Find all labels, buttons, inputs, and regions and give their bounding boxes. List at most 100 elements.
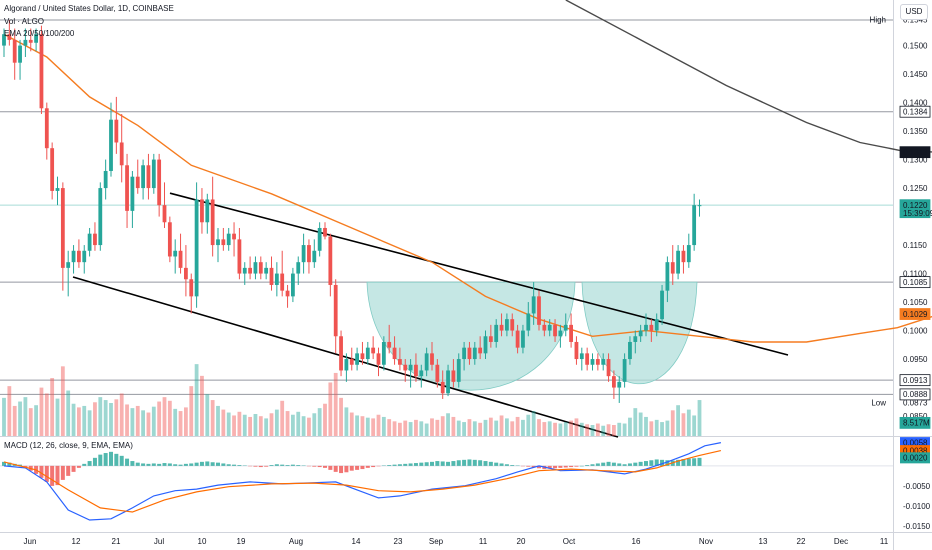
macd-histogram-bar <box>638 461 643 466</box>
macd-histogram-bar <box>87 461 92 466</box>
macd-histogram-bar <box>569 465 574 468</box>
candle-body <box>307 245 311 263</box>
volume-bar <box>628 417 632 436</box>
candle-body <box>408 364 413 371</box>
time-axis-tick-label: 12 <box>72 537 81 546</box>
macd-histogram-bar <box>627 463 632 466</box>
candle-body <box>258 262 263 274</box>
candle-body <box>194 199 199 297</box>
candle-body <box>77 250 81 263</box>
volume-bar <box>157 401 162 436</box>
candle-body <box>237 239 242 274</box>
macd-histogram-bar <box>349 465 354 471</box>
time-axis-tick-label: 10 <box>198 537 207 546</box>
macd-histogram-bar <box>183 463 188 466</box>
candle-body <box>18 45 22 63</box>
price-axis-tick-label: 0.1150 <box>903 241 927 250</box>
macd-histogram-bar <box>280 464 285 466</box>
candle-body <box>579 353 584 360</box>
macd-histogram-bar <box>697 457 702 466</box>
volume-bar <box>526 414 531 436</box>
macd-histogram-bar <box>403 463 408 466</box>
volume-bar <box>617 422 622 436</box>
candle-body <box>151 159 156 189</box>
channel-upper-line <box>169 192 789 356</box>
volume-bar <box>39 387 44 436</box>
volume-bar <box>146 412 151 436</box>
volume-bar <box>55 398 60 436</box>
candle-body <box>71 250 76 263</box>
time-axis-tick-label: 11 <box>880 537 889 546</box>
candle-body <box>55 188 60 191</box>
candle-body <box>467 347 472 360</box>
price-tag-label: 0.1085 <box>903 278 928 287</box>
macd-histogram-bar <box>531 465 536 468</box>
macd-signal-line <box>3 450 722 513</box>
candle-body <box>146 165 151 189</box>
candle-body <box>419 370 424 377</box>
candle-body <box>398 359 402 365</box>
macd-histogram-bar <box>264 465 269 467</box>
candle-body <box>499 324 504 331</box>
candle-body <box>23 39 28 46</box>
candle-body <box>141 165 145 189</box>
volume-bar <box>440 416 445 436</box>
candle-body <box>472 347 477 360</box>
time-axis-tick-label: 19 <box>237 537 246 546</box>
price-tag-label: 0.0888 <box>903 390 928 399</box>
currency-button[interactable]: USD <box>900 4 928 20</box>
volume-bar <box>307 417 311 436</box>
candle-body <box>328 236 333 285</box>
macd-histogram-bar <box>649 460 654 466</box>
macd-histogram-bar <box>66 465 71 476</box>
volume-bar <box>355 415 359 436</box>
macd-histogram-bar <box>692 458 697 466</box>
candle-body <box>697 205 702 207</box>
macd-histogram-bar <box>601 462 606 466</box>
volume-bar <box>371 418 376 436</box>
price-tag-label: 0.1313 <box>903 148 928 157</box>
volume-bar <box>173 408 178 436</box>
volume-bar <box>178 411 183 436</box>
volume-bar <box>408 422 413 436</box>
volume-bar <box>414 419 418 436</box>
candle-body <box>488 336 493 342</box>
macd-histogram-bar <box>676 459 681 466</box>
time-axis-tick-label: 16 <box>632 537 641 546</box>
macd-histogram-bar <box>419 462 424 466</box>
macd-histogram-bar <box>510 465 515 466</box>
candle-body <box>221 239 226 246</box>
volume-bar <box>258 416 263 436</box>
candle-body <box>574 341 579 360</box>
volume-bar <box>579 422 584 436</box>
macd-histogram-bar <box>344 465 349 473</box>
candle-body <box>569 324 573 342</box>
candle-body <box>162 205 167 223</box>
macd-histogram-bar <box>467 459 472 466</box>
candle-body <box>226 233 231 246</box>
macd-histogram-bar <box>312 465 317 467</box>
volume-bar <box>221 409 226 436</box>
candle-body <box>387 341 392 348</box>
volume-bar <box>601 425 606 436</box>
macd-histogram-bar <box>82 463 87 466</box>
volume-bar <box>478 422 483 436</box>
volume-bar <box>553 422 557 436</box>
macd-value-label: 0.0058 <box>903 438 928 447</box>
candle-body <box>130 176 135 211</box>
volume-bar <box>521 419 525 436</box>
candle-body <box>205 199 210 223</box>
candle-body <box>483 336 488 354</box>
macd-histogram-bar <box>547 465 552 469</box>
volume-bar <box>44 393 49 436</box>
volume-bar <box>205 394 210 436</box>
macd-histogram-bar <box>478 460 483 466</box>
candle-body <box>446 370 450 394</box>
macd-value-label: 0.0020 <box>903 454 928 463</box>
chart-title: Algorand / United States Dollar, 1D, COI… <box>4 4 174 13</box>
candle-body <box>601 359 606 365</box>
macd-histogram-bar <box>296 465 301 466</box>
time-axis-tick-label: 11 <box>479 537 488 546</box>
macd-histogram-bar <box>290 464 295 466</box>
